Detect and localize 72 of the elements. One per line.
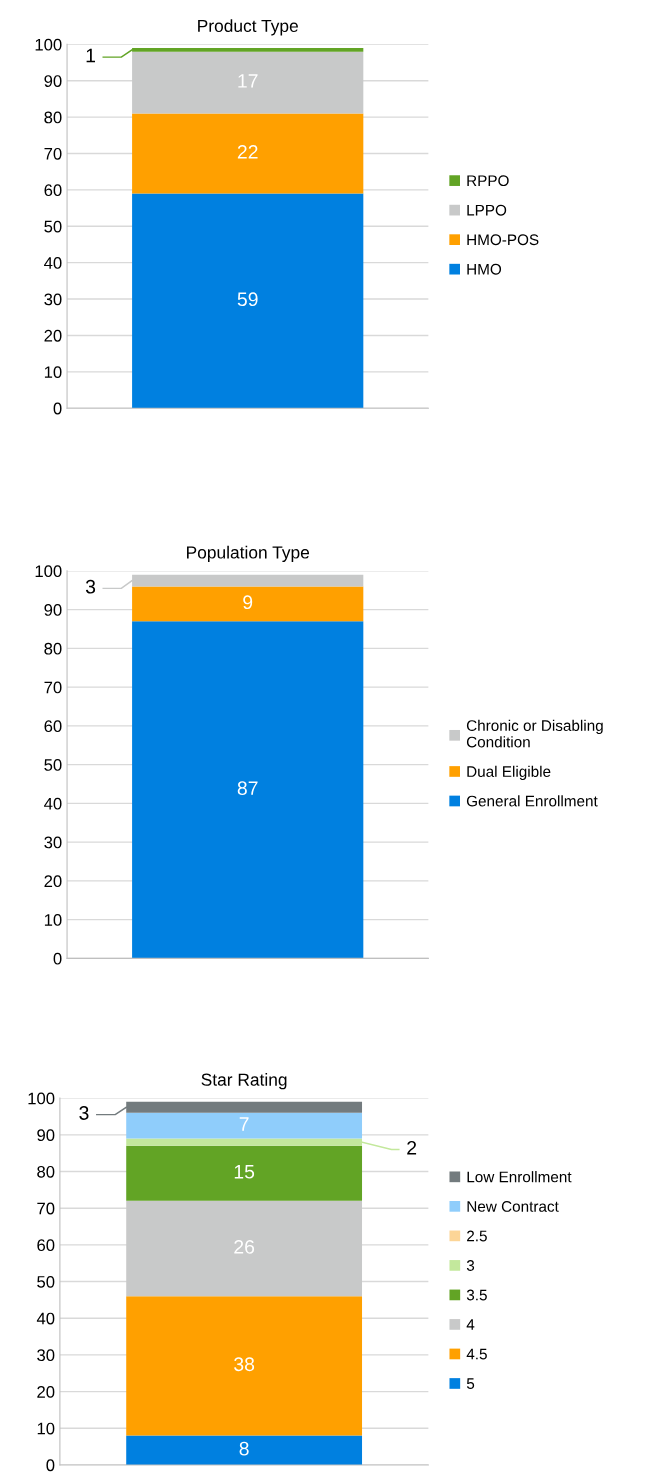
data-label: 15 — [234, 1165, 255, 1179]
legend-label: 3 — [466, 1260, 475, 1271]
y-tick-label: 20 — [44, 875, 62, 888]
legend-label: New Contract — [467, 1201, 559, 1212]
data-label: 2 — [407, 1140, 417, 1155]
y-tick-label: 60 — [44, 720, 62, 733]
data-label: 3 — [85, 579, 96, 594]
y-tick-label: 100 — [35, 38, 62, 51]
bar — [126, 1112, 363, 1139]
y-tick-label: 0 — [53, 952, 62, 965]
legend-label: Low Enrollment — [467, 1171, 572, 1183]
y-tick-label: 40 — [36, 1312, 55, 1325]
legend-label: HMO-POS — [467, 234, 539, 246]
y-tick-label: 80 — [37, 1165, 55, 1178]
y-tick-label: 80 — [44, 642, 62, 655]
bar — [132, 193, 364, 409]
y-tick-label: 30 — [44, 293, 62, 306]
y-tick-label: 10 — [44, 366, 62, 379]
legend-label: General Enrollment — [466, 795, 598, 807]
y-tick-label: 60 — [37, 1239, 55, 1252]
y-tick-label: 80 — [44, 111, 62, 124]
data-label: 59 — [237, 292, 258, 307]
legend-label: RPPO — [467, 175, 509, 187]
bar — [126, 1296, 363, 1436]
y-tick-label: 100 — [35, 565, 62, 578]
y-tick-label: 50 — [44, 220, 62, 233]
y-tick-label: 30 — [44, 836, 62, 849]
y-tick-label: 70 — [44, 147, 62, 160]
y-tick-label: 70 — [44, 681, 62, 694]
data-label: 22 — [237, 144, 258, 159]
data-label: 8 — [239, 1441, 249, 1456]
bar — [132, 113, 364, 194]
chart-title: Population Type — [187, 545, 310, 562]
y-tick-label: 90 — [44, 604, 62, 616]
y-tick-label: 50 — [37, 1275, 55, 1288]
y-tick-label: 70 — [37, 1202, 55, 1215]
y-tick-label: 90 — [37, 1129, 55, 1142]
y-tick-label: 0 — [46, 1459, 55, 1472]
bar — [132, 51, 364, 114]
legend-label: 4 — [466, 1319, 475, 1330]
data-label: 38 — [234, 1357, 255, 1372]
y-tick-label: 50 — [44, 759, 62, 771]
y-tick-label: 40 — [44, 257, 62, 269]
y-tick-label: 20 — [44, 329, 62, 342]
legend-label: LPPO — [467, 204, 507, 216]
legend-label: Dual Eligible — [467, 765, 551, 780]
legend-label: HMO — [467, 263, 502, 275]
bar — [126, 1200, 363, 1297]
data-label: 3 — [79, 1106, 89, 1120]
legend-label: 4.5 — [466, 1348, 487, 1360]
legend-label: 5 — [466, 1378, 475, 1389]
data-label: 87 — [237, 781, 258, 796]
legend-label: 2.5 — [467, 1230, 487, 1242]
data-label: 9 — [243, 595, 253, 610]
bar — [126, 1145, 363, 1201]
y-tick-label: 0 — [53, 402, 62, 415]
y-tick-label: 40 — [44, 797, 62, 810]
y-tick-label: 60 — [44, 184, 62, 197]
data-label: 1 — [86, 48, 96, 63]
y-tick-label: 20 — [37, 1385, 55, 1398]
bar — [132, 586, 364, 622]
data-label: 7 — [239, 1117, 249, 1131]
y-tick-label: 100 — [28, 1092, 55, 1105]
bar — [126, 1435, 363, 1465]
y-tick-label: 30 — [37, 1349, 55, 1362]
chart-title: Product Type — [198, 19, 298, 36]
y-tick-label: 10 — [37, 1422, 55, 1435]
y-tick-label: 90 — [44, 75, 62, 87]
y-tick-label: 10 — [44, 914, 62, 926]
legend-label: 3.5 — [466, 1289, 487, 1301]
chart-title: Star Rating — [201, 1073, 287, 1090]
legend-label: Chronic or Disabling Condition — [466, 719, 603, 748]
